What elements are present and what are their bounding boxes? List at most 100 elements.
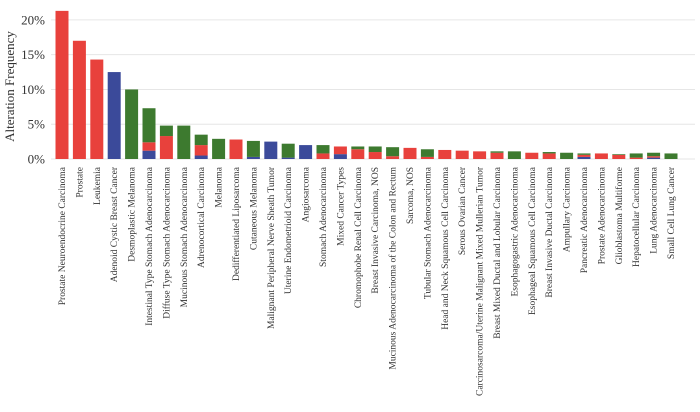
x-tick-label: Breast Mixed Ductal and Lobular Carcinom… <box>493 166 503 339</box>
x-tick-label: Breast Invasive Ductal Carcinoma <box>545 166 555 297</box>
bar-segment[interactable] <box>594 153 608 159</box>
bar-segment[interactable] <box>159 125 173 137</box>
bar-segment[interactable] <box>420 149 434 157</box>
y-axis-label: Alteration Frequency <box>2 31 17 142</box>
bar-segment[interactable] <box>177 125 191 159</box>
y-tick-label: 5% <box>28 117 46 132</box>
x-tick-label: Ampullary Carcinoma <box>563 166 573 252</box>
x-tick-label: Dedifferentiated Liposarcoma <box>231 166 242 281</box>
x-tick-label: Angiosarcoma <box>302 166 312 222</box>
bar-segment[interactable] <box>664 153 678 159</box>
x-tick-label: Head and Neck Squamous Cell Carcinoma <box>441 166 451 330</box>
bar-segment[interactable] <box>490 151 504 153</box>
y-tick-label: 0% <box>28 152 46 167</box>
x-tick-label: Small Cell Lung Cancer <box>667 166 677 259</box>
y-tick-label: 10% <box>21 82 45 97</box>
bar-segment[interactable] <box>333 146 347 155</box>
x-tick-label: Uterine Endometrioid Carcinoma <box>284 166 294 294</box>
bar-segment[interactable] <box>316 145 330 154</box>
bar-segment[interactable] <box>420 156 434 159</box>
bar-segment[interactable] <box>281 143 295 158</box>
bar-segment[interactable] <box>107 72 121 159</box>
x-tick-label: Esophageal Squamous Cell Carcinoma <box>528 166 538 315</box>
bar-segment[interactable] <box>386 147 400 157</box>
bar-segment[interactable] <box>212 138 226 159</box>
bar-segment[interactable] <box>438 149 452 159</box>
bar-segment[interactable] <box>647 152 661 157</box>
bar-segment[interactable] <box>612 154 626 159</box>
bar-segment[interactable] <box>647 157 661 159</box>
bar-segment[interactable] <box>159 136 173 159</box>
bar-segment[interactable] <box>316 153 330 159</box>
x-tick-label: Mucinous Adenocarcinoma of the Colon and… <box>388 166 399 369</box>
bar-segment[interactable] <box>647 156 661 158</box>
bar-segment[interactable] <box>368 152 382 159</box>
bar-segment[interactable] <box>351 146 365 150</box>
x-tick-label: Melanoma <box>215 166 225 207</box>
x-tick-label: Serous Ovarian Cancer <box>458 166 468 255</box>
bar-segment[interactable] <box>229 139 243 159</box>
bar-segment[interactable] <box>72 40 86 159</box>
y-tick-label: 20% <box>21 12 45 27</box>
bar-segment[interactable] <box>560 152 574 159</box>
bar-segment[interactable] <box>577 153 591 155</box>
x-tick-label: Malignant Peripheral Nerve Sheath Tumor <box>267 166 277 329</box>
bar-segment[interactable] <box>142 150 156 159</box>
bar-segment[interactable] <box>125 89 139 159</box>
bar-segment[interactable] <box>612 154 626 155</box>
x-tick-label: Desmoplastic Melanoma <box>128 166 138 261</box>
x-tick-label: Mixed Cancer Types <box>336 167 346 246</box>
bar-segment[interactable] <box>90 59 104 159</box>
bar-segment[interactable] <box>194 145 208 156</box>
bar-segment[interactable] <box>299 145 313 159</box>
x-tick-label: Intestinal Type Stomach Adenocarcinoma <box>145 166 155 326</box>
x-tick-label: Glioblastoma Multiforme <box>614 167 625 264</box>
bar-segment[interactable] <box>455 150 469 159</box>
bar-segment[interactable] <box>194 155 208 159</box>
bar-segment[interactable] <box>507 151 521 159</box>
x-tick-label: Carcinosarcoma/Uterine Malignant Mixed M… <box>476 166 486 396</box>
bar-segment[interactable] <box>194 134 208 146</box>
bar-segment[interactable] <box>246 156 260 159</box>
bar-segment[interactable] <box>368 146 382 153</box>
bar-segment[interactable] <box>386 156 400 159</box>
bar-segment[interactable] <box>142 142 156 151</box>
x-tick-label: Sarcoma, NOS <box>406 167 416 224</box>
x-tick-label: Cutaneous Melanoma <box>249 166 259 250</box>
bar-segment[interactable] <box>351 149 365 159</box>
bar-segment[interactable] <box>264 141 278 159</box>
x-tick-label: Lung Adenocarcinoma <box>650 166 660 254</box>
x-tick-label: Hepatocellular Carcinoma <box>632 166 642 267</box>
x-tick-label: Chromophobe Renal Cell Carcinoma <box>354 166 364 308</box>
x-tick-label: Esophagogastric Adenocarcinoma <box>510 166 520 296</box>
x-tick-label: Prostate Neuroendocrine Carcinoma <box>58 166 68 305</box>
bar-segment[interactable] <box>629 153 643 158</box>
bar-segment[interactable] <box>403 147 417 159</box>
bar-segment[interactable] <box>542 152 556 154</box>
bar-segment[interactable] <box>542 153 556 159</box>
x-tick-label: Diffuse Type Stomach Adenocarcinoma <box>161 166 172 319</box>
y-tick-label: 15% <box>21 47 45 62</box>
bar-segment[interactable] <box>55 10 69 160</box>
bar-segment[interactable] <box>525 152 539 159</box>
y-axis-ticks: 0% 5% 10% 15% 20% <box>21 12 45 166</box>
x-tick-label: Breast Invasive Carcinoma, NOS <box>371 167 381 294</box>
bars <box>55 10 678 160</box>
bar-segment[interactable] <box>333 154 347 159</box>
x-tick-label: Stomach Adenocarcinoma <box>319 166 329 267</box>
bar-segment[interactable] <box>246 140 260 157</box>
bar-segment[interactable] <box>577 154 591 157</box>
x-axis-ticks: Prostate Neuroendocrine Carcinoma Prostat… <box>58 166 677 396</box>
x-tick-label: Pancreatic Adenocarcinoma <box>580 166 590 273</box>
bar-segment[interactable] <box>577 156 591 159</box>
x-tick-label: Leukemia <box>93 166 103 205</box>
bar-segment[interactable] <box>473 151 487 159</box>
x-tick-label: Prostate <box>75 167 85 198</box>
bar-segment[interactable] <box>490 152 504 159</box>
bar-segment[interactable] <box>281 157 295 159</box>
bar-segment[interactable] <box>142 108 156 143</box>
bar-segment[interactable] <box>629 157 643 159</box>
x-tick-label: Prostate Adenocarcinoma <box>597 166 607 264</box>
